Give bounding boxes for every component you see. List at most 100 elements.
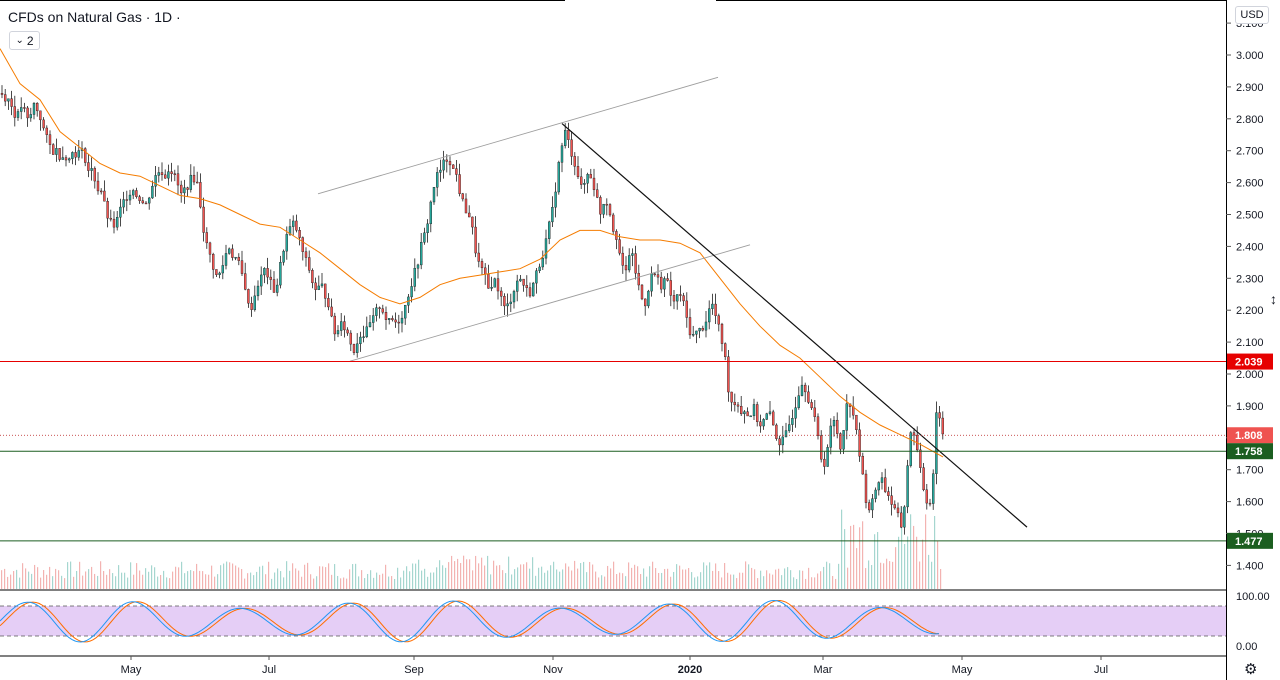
candle-down [205,232,209,244]
volume-bar [643,568,645,589]
candle-up [935,412,938,474]
candle-down [186,187,189,190]
volume-bar [28,571,30,589]
candle-down [868,502,871,511]
volume-bar [751,567,753,589]
candle-up [157,172,161,176]
candle-down [48,134,52,145]
candle-down [135,190,138,197]
candle-down [36,102,39,112]
volume-bar [370,570,372,589]
candle-up [115,217,119,228]
volume-bar [358,576,360,589]
volume-bar [1,570,3,589]
volume-bar [217,574,219,589]
candle-up [263,268,266,276]
gear-icon[interactable]: ⚙ [1244,661,1258,678]
volume-bar [877,532,879,589]
volume-bar [496,565,498,589]
volume-bar [250,572,252,589]
candle-up [788,424,791,431]
candle-up [320,283,324,287]
volume-bar [595,571,597,589]
candle-down [900,512,903,528]
candle-down [864,473,868,503]
y-tick-label: 2.200 [1236,305,1264,317]
candle-up [317,285,320,290]
currency-label[interactable]: USD [1235,6,1269,24]
volume-bar [850,525,852,589]
volume-bar [205,574,207,589]
candle-down [346,329,349,334]
volume-bar [457,558,459,589]
volume-bar [376,572,378,589]
volume-bar [109,569,111,589]
volume-bar [121,572,123,589]
volume-bar [631,567,633,589]
candle-down [378,307,381,309]
candle-down [528,287,532,297]
candle-down [589,174,592,179]
candle-down [925,489,928,504]
candle-down [682,295,685,302]
volume-bar [478,563,480,589]
candle-down [759,421,762,427]
candle-up [256,285,260,297]
volume-bar [469,559,471,589]
volume-bar [241,569,243,589]
volume-bar [571,570,573,589]
candle-down [394,319,397,323]
candle-down [471,216,474,228]
candle-down [237,256,241,261]
candle-down [173,173,177,175]
chart-title[interactable]: CFDs on Natural Gas · 1D · [8,9,181,25]
candle-up [512,291,516,303]
candle-down [624,265,628,271]
candle-down [74,152,77,158]
volume-bar [790,570,792,589]
volume-bar [169,578,171,589]
indicator-count: 2 [26,33,34,48]
volume-bar [91,566,93,589]
volume-bar [184,573,186,589]
volume-bar [433,572,435,589]
volume-bar [427,576,429,589]
candle-down [250,303,253,310]
volume-bar [685,569,687,589]
candle-up [554,191,557,208]
candle-up [362,336,365,338]
candle-up [749,415,752,418]
volume-bar [499,565,501,589]
volume-bar [100,561,102,589]
candle-up [77,150,81,158]
candle-down [890,495,893,505]
indicators-toggle[interactable]: ⌄ 2 [9,31,40,50]
candle-up [359,336,362,345]
volume-bar [733,574,735,589]
volume-bar [37,567,39,589]
volume-bar [163,570,165,589]
volume-bar [625,576,627,589]
candle-up [842,430,845,450]
volume-bar [493,560,495,589]
candle-up [602,203,605,215]
volume-bar [799,570,801,589]
volume-bar [580,563,582,589]
volume-bar [676,564,678,589]
candle-down [144,202,148,205]
volume-bar [589,561,591,589]
volume-bar [856,548,858,589]
volume-bar [403,570,405,589]
candle-up [800,384,804,396]
volume-bar [229,562,231,589]
candle-up [221,265,225,274]
candle-up [797,395,800,408]
volume-bar [712,570,714,589]
volume-bar [136,563,138,589]
candle-down [231,248,234,258]
volume-bar [352,564,354,589]
volume-bar [607,565,609,589]
volume-bar [763,576,765,589]
candle-down [714,303,717,316]
